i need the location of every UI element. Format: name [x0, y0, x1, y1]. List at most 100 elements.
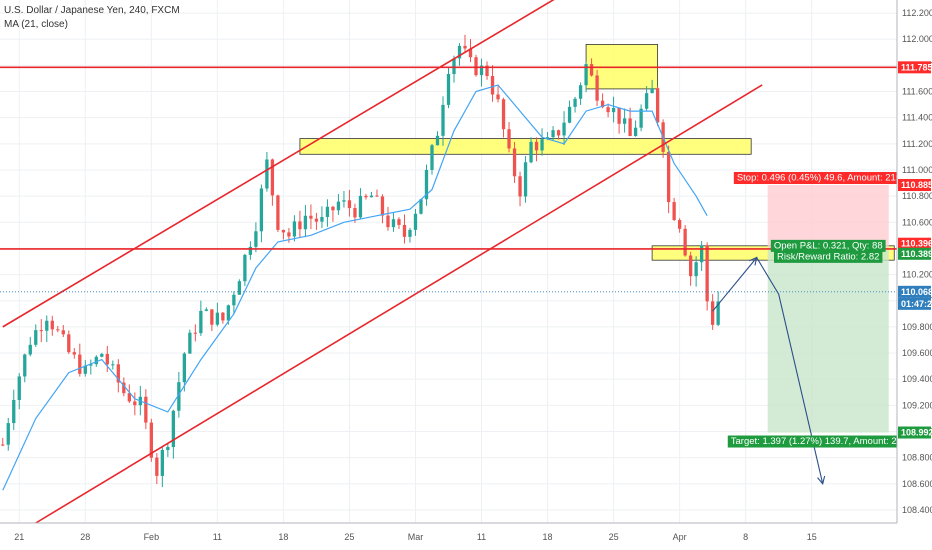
candle-body: [116, 364, 120, 383]
candle-body: [254, 231, 258, 247]
ma-indicator-label: MA (21, close): [4, 19, 68, 30]
candle-body: [380, 196, 385, 216]
candle-body: [655, 88, 660, 123]
countdown-bg: [898, 297, 931, 310]
level-tag-lower-bg: [898, 237, 931, 250]
candle-body: [512, 148, 517, 177]
candle-body: [12, 399, 16, 424]
candle-body: [149, 422, 153, 458]
candle-body: [199, 310, 203, 334]
candle-body: [342, 200, 346, 202]
level-tag-lower: 110.396: [898, 237, 932, 250]
candle-body: [611, 108, 616, 113]
candle-body: [705, 245, 709, 302]
candle-body: [292, 221, 297, 237]
candle-body: [325, 206, 330, 218]
candle-body: [105, 353, 109, 365]
stop-label-text: Stop: 0.496 (0.45%) 49.6, Amount: 2156.3…: [737, 173, 920, 184]
candle-body: [540, 139, 544, 151]
candle-body: [490, 76, 495, 95]
candle-body: [369, 195, 374, 198]
candle-body: [441, 104, 445, 136]
candle-body: [573, 98, 577, 107]
candle-body: [595, 75, 599, 101]
entry-price-tag-bg: [898, 247, 931, 260]
price-tick-label: 109.400: [902, 374, 932, 384]
candle-body: [265, 159, 269, 189]
candle-body: [468, 48, 473, 58]
candle-body: [485, 65, 489, 77]
price-axis-bg: [897, 0, 932, 550]
candle-body: [259, 188, 264, 232]
candle-body: [578, 85, 583, 99]
candle-body: [28, 344, 32, 355]
target-label-text: Target: 1.397 (1.27%) 139.7, Amount: 232…: [731, 436, 926, 447]
candle-body: [479, 65, 484, 76]
candle-body: [320, 217, 324, 222]
channel-upper-line: [2, 0, 555, 328]
candle-body: [270, 159, 275, 196]
open-pnl-label-text: Open P&L: 0.321, Qty: 88: [774, 240, 883, 251]
current-price-tag-text: 110.068: [901, 287, 932, 297]
stop-label-bg: [733, 172, 923, 185]
candle-body: [644, 93, 649, 109]
time-axis-bg: [0, 523, 932, 550]
time-tick-label: 8: [743, 532, 748, 542]
candle-body: [177, 382, 181, 411]
candle-body: [507, 129, 511, 149]
channel-lower-line: [35, 84, 763, 524]
level-tag-upper-bg: [898, 61, 931, 74]
candle-body: [155, 457, 159, 476]
candle-body: [89, 364, 93, 366]
price-tick-label: 111.400: [902, 113, 932, 123]
entry-price-tag-text: 110.389: [901, 249, 932, 259]
candle-body: [331, 206, 335, 211]
candle-body: [496, 94, 500, 100]
candle-body: [56, 329, 60, 331]
candle-body: [34, 330, 38, 345]
candle-body: [716, 301, 720, 325]
candle-body: [215, 312, 220, 325]
candle-body: [221, 312, 225, 321]
price-tick-label: 108.400: [902, 505, 932, 515]
target-price-tag-text: 108.992: [901, 428, 932, 438]
candle-body: [6, 423, 10, 445]
candle-body: [83, 365, 87, 374]
stop-zone: [767, 185, 889, 250]
candle-body: [133, 401, 137, 406]
candle-body: [633, 127, 638, 137]
candle-body: [562, 122, 566, 136]
price-tick-label: 109.600: [902, 348, 932, 358]
time-tick-label: 21: [14, 532, 24, 542]
price-tick-label: 110.200: [902, 270, 932, 280]
candle-body: [210, 309, 214, 325]
candle-body: [50, 320, 54, 330]
candle-body: [1, 444, 5, 446]
price-tick-label: 109.800: [902, 322, 932, 332]
stop-price-tag-text: 110.885: [901, 180, 932, 190]
candle-body: [188, 332, 192, 354]
candle-body: [375, 195, 379, 197]
projection-path: [712, 256, 824, 484]
candle-body: [424, 169, 429, 200]
price-tick-label: 111.200: [902, 139, 932, 149]
candle-body: [111, 364, 115, 366]
candle-body: [556, 130, 561, 136]
candle-body: [551, 130, 555, 138]
candle-body: [78, 354, 82, 374]
candle-body: [419, 199, 423, 214]
time-tick-label: 25: [344, 532, 354, 542]
candle-body: [386, 215, 390, 228]
candle-body: [622, 118, 627, 124]
stop-price-tag-bg: [898, 179, 931, 192]
time-tick-label: 18: [543, 532, 553, 542]
candle-body: [122, 382, 126, 394]
candle-body: [287, 232, 291, 237]
price-tick-label: 108.600: [902, 479, 932, 489]
candle-body: [353, 208, 357, 218]
candle-body: [303, 215, 308, 230]
candle-body: [639, 108, 643, 128]
candles: [1, 34, 720, 488]
current-price-tag-bg: [898, 285, 931, 298]
